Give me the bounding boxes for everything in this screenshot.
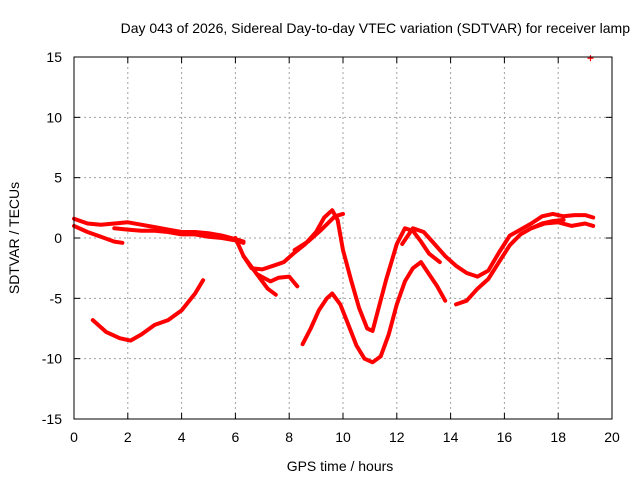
data-point-outlier: [587, 55, 594, 62]
y-tick-label: -10: [42, 351, 62, 367]
series-arc-8: [300, 260, 448, 365]
series-arc-5: [233, 208, 442, 333]
y-tick-label: 10: [46, 109, 62, 125]
series-arc-9: [292, 211, 345, 253]
x-tick-label: 2: [124, 429, 132, 445]
x-tick-label: 16: [497, 429, 513, 445]
x-tick-label: 6: [232, 429, 240, 445]
grid-lines: [74, 57, 612, 419]
series-arc-3: [112, 226, 246, 245]
x-tick-label: 20: [604, 429, 620, 445]
series-arc-7: [254, 272, 278, 297]
y-tick-label: 15: [46, 49, 62, 65]
y-axis-label: SDTVAR / TECUs: [6, 182, 22, 294]
series-arc-4: [90, 278, 206, 343]
chart-title: Day 043 of 2026, Sidereal Day-to-day VTE…: [121, 20, 631, 36]
x-axis-label: GPS time / hours: [287, 458, 394, 474]
data-series: [72, 55, 596, 365]
y-tick-label: -5: [50, 290, 63, 306]
x-tick-label: 18: [550, 429, 566, 445]
series-arc-12: [529, 220, 596, 231]
series-arc-10: [400, 211, 596, 279]
x-tick-label: 12: [389, 429, 405, 445]
x-tick-label: 8: [285, 429, 293, 445]
x-tick-label: 0: [70, 429, 78, 445]
y-tick-label: -15: [42, 411, 62, 427]
x-tick-label: 4: [178, 429, 186, 445]
series-arc-6: [241, 254, 300, 289]
series-arc-2: [72, 223, 125, 245]
x-tick-label: 10: [335, 429, 351, 445]
series-arc-11: [454, 217, 566, 307]
axes: 0 2 4 6 8 10 12 14 16 18 20 -15 -10 -5 0 5 10 15: [42, 49, 620, 445]
x-tick-label: 14: [443, 429, 459, 445]
y-tick-label: 0: [54, 230, 62, 246]
series-arc-1: [72, 216, 246, 244]
y-tick-label: 5: [54, 170, 62, 186]
